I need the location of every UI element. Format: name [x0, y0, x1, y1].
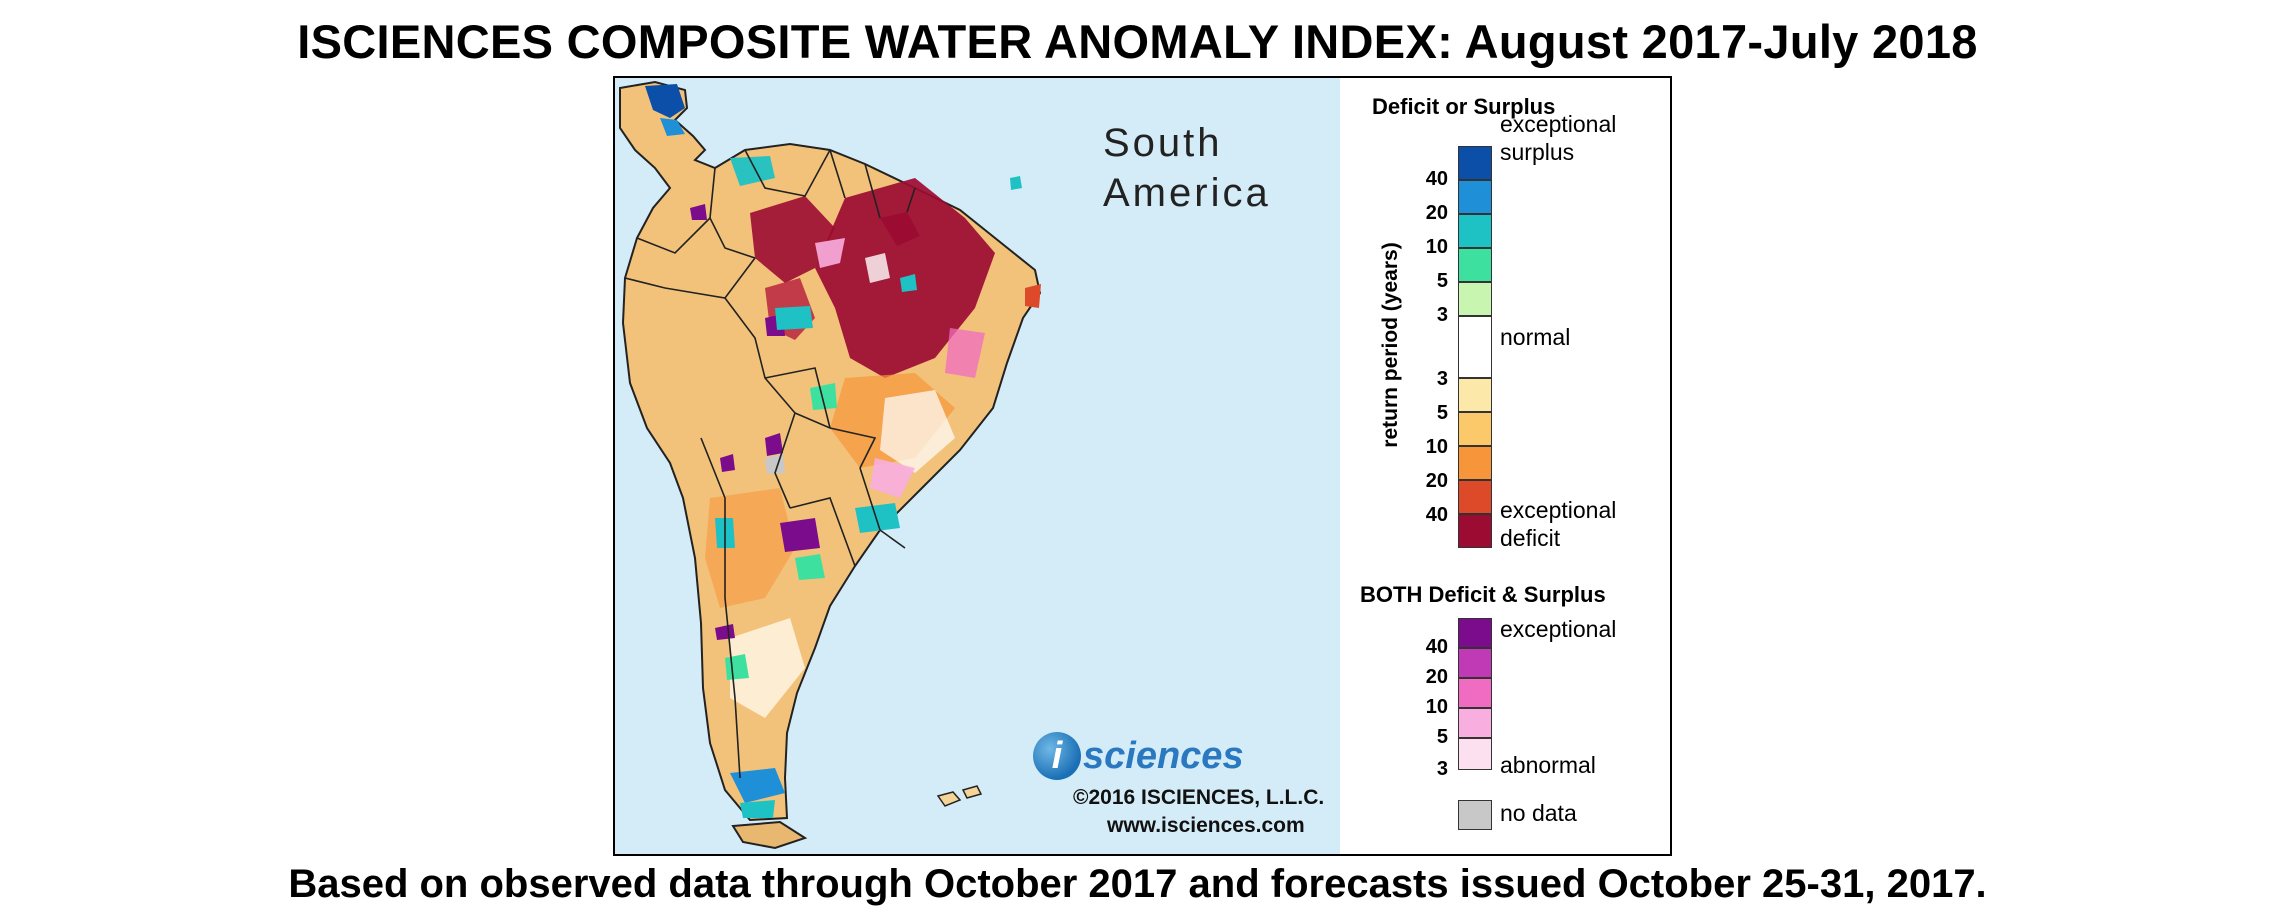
both-patch	[815, 238, 845, 268]
tick-both-10: 10	[1425, 696, 1448, 718]
both-patch	[690, 204, 707, 220]
swatch-deficit-40	[1458, 514, 1492, 548]
label-exceptional-deficit: exceptional deficit	[1500, 496, 1616, 552]
both-patch	[720, 454, 735, 472]
tick-surplus-5: 5	[1436, 270, 1448, 292]
normal-patch	[730, 618, 805, 718]
exceptional-deficit-line1: exceptional	[1500, 497, 1617, 523]
swatch-surplus-5	[1458, 248, 1492, 282]
swatch-no-data	[1458, 800, 1492, 830]
tick-deficit-20: 20	[1425, 470, 1448, 492]
swatch-surplus-10	[1458, 214, 1492, 248]
tick-surplus-10: 10	[1425, 236, 1448, 258]
tick-both-40: 40	[1425, 636, 1448, 658]
logo-text: sciences	[1083, 735, 1244, 777]
both-patch	[715, 624, 735, 640]
both-patch	[945, 328, 985, 378]
swatch-both-3	[1458, 738, 1492, 770]
swatch-both-5	[1458, 708, 1492, 738]
tick-both-20: 20	[1425, 666, 1448, 688]
surplus-patch	[660, 118, 685, 136]
surplus-patch	[730, 768, 785, 803]
surplus-patch	[740, 800, 775, 818]
map-frame: South America i sciences ©2016 ISCIENCES…	[613, 76, 1672, 856]
swatch-both-20	[1458, 648, 1492, 678]
tick-deficit-10: 10	[1425, 436, 1448, 458]
continent-landmass	[619, 80, 1042, 822]
label-both-exceptional: exceptional	[1500, 616, 1617, 642]
surplus-patch	[725, 654, 749, 680]
swatch-normal	[1458, 316, 1492, 378]
exceptional-deficit-line2: deficit	[1500, 525, 1561, 551]
swatch-deficit-10	[1458, 446, 1492, 480]
exceptional-surplus-line1: exceptional	[1500, 111, 1617, 137]
label-both-abnormal: abnormal	[1500, 752, 1596, 778]
website-link[interactable]: www.isciences.com	[1107, 814, 1305, 837]
legend-section1-title: Deficit or Surplus	[1372, 94, 1556, 119]
tick-deficit-3: 3	[1436, 368, 1448, 390]
anomaly-patches	[645, 84, 1041, 818]
map-panel: South America i sciences ©2016 ISCIENCES…	[615, 78, 1340, 854]
map-region-label: South America	[1103, 118, 1271, 218]
falkland-islands	[936, 785, 983, 807]
map-title: ISCIENCES COMPOSITE WATER ANOMALY INDEX:…	[297, 15, 1978, 68]
surplus-patch	[645, 84, 685, 118]
deficit-patch	[750, 196, 835, 283]
tick-deficit-5: 5	[1436, 402, 1448, 424]
tick-surplus-3: 3	[1436, 304, 1448, 326]
label-no-data: no data	[1500, 800, 1577, 826]
swatch-surplus-20	[1458, 180, 1492, 214]
south-america-map	[619, 80, 1042, 850]
legend-panel: Deficit or Surplus return period (years)…	[1340, 78, 1670, 854]
swatch-both-10	[1458, 678, 1492, 708]
swatch-deficit-5	[1458, 412, 1492, 446]
label-normal: normal	[1500, 324, 1571, 350]
swatch-surplus-40	[1458, 146, 1492, 180]
country-borders	[624, 149, 916, 779]
surplus-patch	[855, 503, 900, 533]
both-patch	[765, 433, 783, 456]
surplus-patch	[900, 274, 917, 292]
map-footer-note: Based on observed data through October 2…	[288, 862, 1987, 906]
surplus-patch	[775, 306, 813, 330]
tick-surplus-40: 40	[1425, 168, 1448, 190]
surplus-patch	[795, 554, 825, 580]
swatch-deficit-3	[1458, 378, 1492, 412]
tierra-del-fuego	[731, 820, 808, 850]
legend-section2-title: BOTH Deficit & Surplus	[1360, 582, 1606, 607]
normal-patch	[880, 390, 955, 473]
both-patch	[780, 518, 820, 552]
swatch-surplus-3	[1458, 282, 1492, 316]
surplus-patch	[1010, 176, 1022, 190]
copyright-text: ©2016 ISCIENCES, L.L.C.	[1073, 786, 1325, 809]
isciences-logo: i sciences	[1033, 730, 1244, 786]
tick-deficit-40: 40	[1425, 504, 1448, 526]
surplus-patch	[730, 156, 775, 186]
legend-axis-label: return period (years)	[1379, 242, 1402, 448]
both-patch	[870, 458, 915, 498]
swatch-deficit-20	[1458, 480, 1492, 514]
label-exceptional-surplus: exceptional surplus	[1500, 110, 1616, 166]
region-label-line2: America	[1103, 171, 1271, 215]
exceptional-surplus-line2: surplus	[1500, 139, 1575, 165]
deficit-patch	[1025, 284, 1041, 308]
swatch-both-40	[1458, 618, 1492, 648]
logo-i-icon: i	[1033, 732, 1081, 780]
normal-patch	[865, 253, 890, 283]
surplus-patch	[810, 383, 837, 410]
deficit-patch	[880, 212, 920, 246]
tick-surplus-20: 20	[1425, 202, 1448, 224]
region-label-line1: South	[1103, 121, 1223, 165]
tick-both-5: 5	[1436, 726, 1448, 748]
tick-both-3: 3	[1436, 758, 1448, 780]
